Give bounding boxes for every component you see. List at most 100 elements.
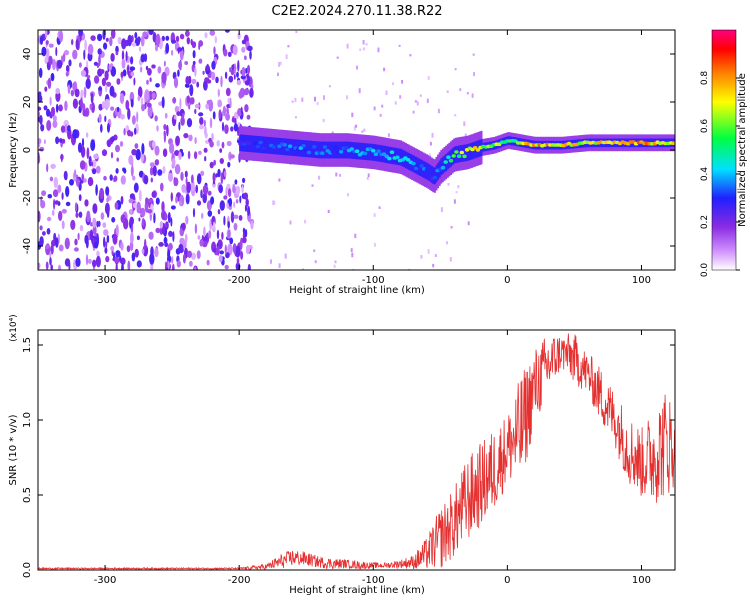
noise-speckle <box>193 151 198 160</box>
noise-speckle <box>225 87 231 97</box>
noise-speckle <box>115 51 119 56</box>
noise-speckle <box>174 164 181 175</box>
noise-speckle <box>164 242 169 248</box>
noise-speckle <box>55 46 58 57</box>
noise-speckle <box>234 179 238 185</box>
noise-speckle <box>162 166 166 174</box>
noise-speckle <box>184 233 188 244</box>
noise-speckle <box>39 146 45 152</box>
noise-speckle <box>163 236 168 244</box>
faint-speckle <box>398 44 401 47</box>
faint-speckle <box>434 254 437 257</box>
noise-speckle <box>147 68 152 76</box>
noise-speckle <box>154 115 158 122</box>
noise-speckle <box>90 161 94 167</box>
faint-speckle <box>302 268 304 270</box>
noise-speckle <box>198 58 203 64</box>
noise-speckle <box>185 215 189 225</box>
x-tick-label: 100 <box>632 575 651 586</box>
noise-speckle <box>133 77 136 86</box>
noise-speckle <box>110 151 114 159</box>
ridge-body <box>316 141 319 159</box>
faint-speckle <box>383 67 386 72</box>
x-tick-label: 0 <box>504 275 510 286</box>
faint-speckle <box>409 54 412 57</box>
faint-speckle <box>313 249 316 252</box>
noise-speckle <box>199 239 204 247</box>
ridge-point <box>448 158 454 163</box>
faint-speckle <box>437 108 440 114</box>
noise-speckle <box>241 185 244 195</box>
ridge-point <box>446 155 451 159</box>
noise-speckle <box>240 106 243 115</box>
noise-speckle <box>152 165 157 177</box>
ridge-body <box>322 141 325 159</box>
noise-speckle <box>247 263 251 270</box>
noise-speckle <box>83 178 87 183</box>
noise-speckle <box>228 75 234 83</box>
noise-speckle <box>229 237 234 245</box>
ridge-body <box>400 148 403 166</box>
ridge-point <box>475 148 481 152</box>
noise-speckle <box>194 137 197 144</box>
noise-speckle <box>202 184 209 195</box>
noise-speckle <box>94 241 99 249</box>
noise-speckle <box>241 39 246 45</box>
noise-speckle <box>212 172 216 183</box>
noise-speckle <box>64 237 70 250</box>
y-tick-label: 0.0 <box>22 562 33 578</box>
noise-speckle <box>186 37 190 45</box>
noise-speckle <box>181 184 187 193</box>
faint-speckle <box>414 100 417 103</box>
noise-speckle <box>45 40 49 45</box>
noise-speckle <box>75 39 79 50</box>
noise-speckle <box>180 116 185 126</box>
noise-speckle <box>247 205 251 216</box>
ridge-body <box>338 141 341 159</box>
noise-speckle <box>127 34 132 47</box>
ridge-body <box>329 141 332 159</box>
y-tick-label: 1.5 <box>22 337 33 353</box>
ridge-body <box>419 159 422 176</box>
noise-speckle <box>215 76 219 84</box>
x-tick-label: -200 <box>228 275 251 286</box>
noise-speckle <box>233 214 239 219</box>
noise-speckle <box>151 92 156 99</box>
noise-speckle <box>50 163 56 169</box>
noise-speckle <box>235 199 239 204</box>
noise-speckle <box>167 212 171 224</box>
ridge-body <box>335 141 338 159</box>
noise-speckle <box>161 71 167 84</box>
noise-speckle <box>230 69 235 76</box>
noise-speckle <box>41 46 47 57</box>
noise-speckle <box>174 150 180 156</box>
ridge-body <box>306 140 309 158</box>
noise-speckle <box>244 229 248 238</box>
noise-speckle <box>218 184 223 194</box>
faint-speckle <box>287 45 290 48</box>
faint-speckle <box>278 178 281 182</box>
noise-speckle <box>172 97 177 104</box>
ridge-body <box>330 141 333 159</box>
noise-speckle <box>86 74 91 79</box>
ridge-body <box>456 145 459 163</box>
noise-speckle <box>141 217 145 227</box>
noise-speckle <box>232 44 238 56</box>
noise-speckle <box>112 233 118 245</box>
noise-speckle <box>136 111 139 123</box>
ridge-body <box>308 140 311 158</box>
noise-speckle <box>116 157 119 162</box>
noise-speckle <box>221 231 224 240</box>
noise-speckle <box>38 210 41 223</box>
faint-speckle <box>291 100 294 103</box>
noise-speckle <box>141 248 145 255</box>
noise-speckle <box>92 203 98 214</box>
faint-speckle <box>339 173 342 177</box>
noise-speckle <box>215 173 218 178</box>
faint-speckle <box>449 257 452 262</box>
noise-speckle <box>209 30 216 36</box>
noise-speckle <box>218 109 222 120</box>
ridge-body <box>469 143 472 160</box>
ridge-body <box>435 165 438 183</box>
noise-speckle <box>226 140 232 147</box>
